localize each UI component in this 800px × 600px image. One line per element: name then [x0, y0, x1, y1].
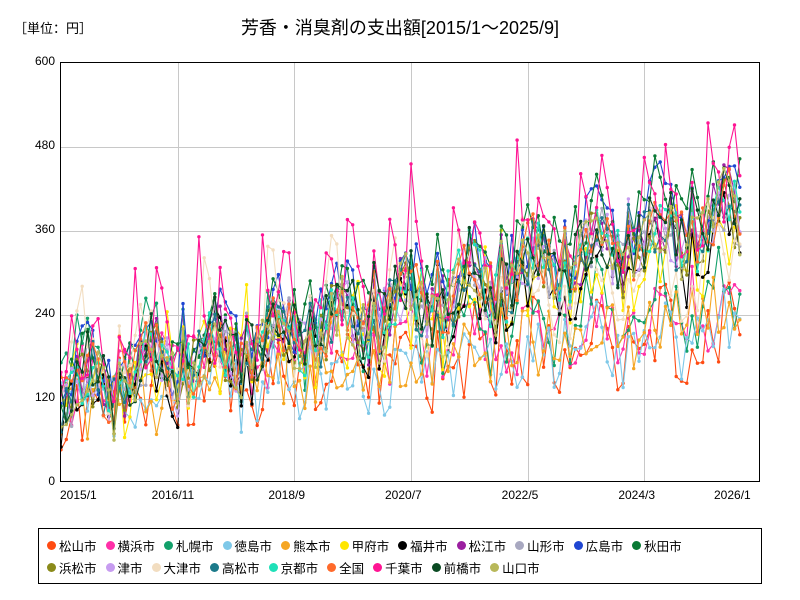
chart-legend: 松山市 横浜市 札幌市 徳島市 熊本市 甲府市 福井市 松江市 山形市 広島市 秋田市浜松市 津市 大津… — [38, 528, 762, 584]
legend-label: 札幌市 — [176, 539, 214, 554]
legend-marker-icon — [327, 562, 337, 572]
legend-label: 広島市 — [585, 539, 624, 554]
legend-item[interactable]: 山形市 — [515, 536, 565, 555]
legend-label: 松山市 — [59, 539, 97, 554]
legend-item[interactable]: 前橋市 — [431, 558, 482, 577]
gridline-horizontal — [61, 399, 759, 400]
legend-item[interactable]: 熊本市 — [281, 536, 331, 555]
y-tick-label: 600 — [34, 54, 55, 68]
legend-marker-icon — [210, 562, 220, 572]
legend-label: 高松市 — [222, 561, 260, 576]
legend-label: 秋田市 — [644, 539, 682, 554]
legend-marker-icon — [268, 562, 278, 572]
legend-item[interactable]: 千葉市 — [373, 558, 423, 577]
legend-item[interactable]: 松江市 — [456, 536, 507, 555]
x-tick-label: 2020/7 — [385, 488, 422, 502]
legend-marker-icon — [515, 540, 525, 550]
legend-item[interactable]: 全国 — [327, 558, 364, 577]
x-tick-label: 2018/9 — [268, 488, 306, 502]
gridline-vertical — [294, 63, 296, 481]
legend-label: 全国 — [339, 561, 365, 576]
legend-item[interactable]: 秋田市 — [632, 536, 682, 555]
y-tick-label: 480 — [34, 138, 55, 152]
legend-marker-icon — [398, 540, 408, 550]
y-tick-label: 0 — [48, 474, 55, 488]
y-tick-label: 360 — [34, 222, 55, 236]
legend-label: 山口市 — [502, 561, 540, 576]
series-lines — [61, 121, 742, 452]
legend-marker-icon — [47, 540, 56, 550]
x-tick-label: 2016/11 — [151, 488, 195, 502]
legend-label: 横浜市 — [117, 539, 156, 554]
gridline-vertical — [177, 63, 179, 481]
legend-row: 浜松市 津市 大津市 高松市 京都市 全国 千葉市 前橋市 山口市 — [47, 556, 755, 578]
legend-label: 大津市 — [163, 561, 202, 576]
legend-marker-icon — [632, 540, 642, 550]
legend-item[interactable]: 松山市 — [47, 536, 97, 555]
legend-label: 福井市 — [410, 539, 448, 554]
legend-label: 千葉市 — [385, 561, 423, 576]
legend-marker-icon — [339, 540, 349, 550]
legend-marker-icon — [47, 562, 56, 572]
legend-label: 徳島市 — [234, 539, 273, 554]
gridline-horizontal — [61, 147, 759, 148]
legend-label: 津市 — [117, 561, 143, 576]
legend-item[interactable]: 津市 — [105, 558, 143, 577]
y-tick-label: 120 — [34, 390, 55, 404]
x-tick-label: 2024/3 — [618, 488, 656, 502]
legend-item[interactable]: 浜松市 — [47, 558, 97, 577]
legend-marker-icon — [456, 540, 466, 550]
legend-item[interactable]: 広島市 — [573, 536, 624, 555]
legend-row: 松山市 横浜市 札幌市 徳島市 熊本市 甲府市 福井市 松江市 山形市 広島市 秋田市 — [47, 534, 755, 556]
legend-label: 甲府市 — [351, 539, 390, 554]
legend-item[interactable]: 山口市 — [490, 558, 540, 577]
legend-marker-icon — [490, 562, 500, 572]
legend-marker-icon — [105, 562, 115, 572]
legend-marker-icon — [281, 540, 291, 550]
legend-label: 浜松市 — [59, 561, 97, 576]
legend-marker-icon — [573, 540, 583, 550]
legend-label: 京都市 — [280, 561, 319, 576]
legend-item[interactable]: 甲府市 — [339, 536, 390, 555]
legend-item[interactable]: 横浜市 — [105, 536, 156, 555]
legend-marker-icon — [222, 540, 232, 550]
x-tick-label: 2015/1 — [60, 488, 97, 502]
legend-item[interactable]: 札幌市 — [164, 536, 214, 555]
series-19 — [61, 166, 742, 442]
legend-item[interactable]: 徳島市 — [222, 536, 273, 555]
legend-marker-icon — [105, 540, 115, 550]
x-tick-label: 2026/1 — [714, 488, 751, 502]
legend-marker-icon — [164, 540, 174, 550]
legend-label: 山形市 — [527, 539, 565, 554]
unit-label: ［単位：円］ — [14, 21, 93, 36]
y-tick-label: 240 — [34, 306, 55, 320]
legend-item[interactable]: 高松市 — [210, 558, 260, 577]
page-title: 芳香・消臭剤の支出額[2015/1～2025/9] — [240, 18, 560, 38]
x-tick-label: 2022/5 — [501, 488, 539, 502]
legend-marker-icon — [373, 562, 383, 572]
legend-label: 前橋市 — [443, 561, 482, 576]
legend-label: 熊本市 — [293, 539, 331, 554]
legend-item[interactable]: 大津市 — [151, 558, 202, 577]
legend-item[interactable]: 福井市 — [398, 536, 448, 555]
plot-area — [60, 62, 760, 482]
gridline-horizontal — [61, 231, 759, 232]
legend-marker-icon — [431, 562, 441, 572]
legend-label: 松江市 — [468, 539, 507, 554]
legend-marker-icon — [151, 562, 161, 572]
legend-item[interactable]: 京都市 — [268, 558, 319, 577]
